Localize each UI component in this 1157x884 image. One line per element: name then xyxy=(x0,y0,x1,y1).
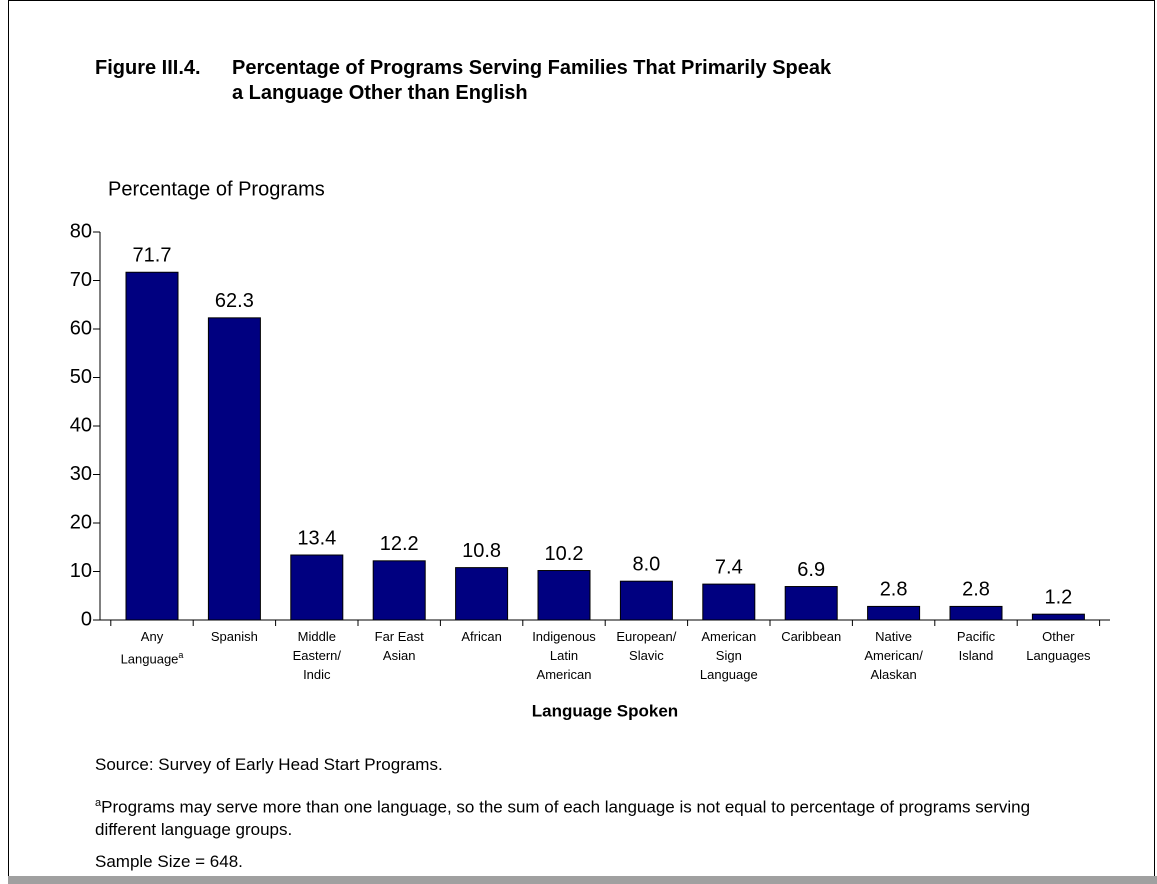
bar xyxy=(290,554,344,621)
x-tick-label-box: Any Languagea xyxy=(107,627,197,668)
bar xyxy=(537,570,591,621)
x-tick-label: Indigenous Latin American xyxy=(532,629,596,682)
x-tick-label: Native American/ Alaskan xyxy=(864,629,923,682)
sample-size-note: Sample Size = 648. xyxy=(95,852,243,871)
y-tick-label: 80 xyxy=(70,220,92,242)
value-label: 7.4 xyxy=(715,556,743,578)
x-tick-label: Spanish xyxy=(210,629,258,644)
x-tick-label-box: Caribbean xyxy=(766,627,856,646)
value-label: 1.2 xyxy=(1044,586,1072,608)
x-tick-label-box: Far East Asian xyxy=(354,627,444,665)
value-label: 2.8 xyxy=(880,579,908,601)
value-label: 2.8 xyxy=(962,579,990,601)
y-axis-label: Percentage of Programs xyxy=(108,178,325,200)
source-note: Source: Survey of Early Head Start Progr… xyxy=(95,755,443,774)
x-tick-label: Far East Asian xyxy=(374,629,424,663)
value-label: 10.8 xyxy=(462,540,501,562)
bar xyxy=(1031,613,1085,621)
bar xyxy=(455,567,509,621)
x-tick-label: American Sign Language xyxy=(699,629,758,682)
x-tick-label-box: Middle Eastern/ Indic xyxy=(272,627,362,684)
x-tick-label: Caribbean xyxy=(781,629,842,644)
category-footnote-marker: a xyxy=(178,650,184,660)
footnote-marker: a xyxy=(95,797,102,809)
y-tick-label: 60 xyxy=(70,317,92,339)
x-tick-label: Middle Eastern/ Indic xyxy=(292,629,341,682)
y-tick-label: 30 xyxy=(70,463,92,485)
bar xyxy=(949,605,1003,621)
value-label: 71.7 xyxy=(133,245,172,267)
bar xyxy=(867,605,921,621)
value-label: 62.3 xyxy=(215,290,254,312)
chart-title: Percentage of Programs Serving Families … xyxy=(232,57,832,104)
x-tick-label: European/ Slavic xyxy=(616,629,677,663)
title-block: Figure III.4. Percentage of Programs Ser… xyxy=(95,56,831,106)
bar xyxy=(619,580,673,621)
y-tick-label: 40 xyxy=(70,414,92,436)
footnote: aPrograms may serve more than one langua… xyxy=(95,792,1095,841)
x-tick-label-box: Spanish xyxy=(189,627,279,646)
x-tick-label-box: Native American/ Alaskan xyxy=(849,627,939,684)
bar xyxy=(207,317,261,621)
y-tick-label: 20 xyxy=(70,511,92,533)
frame xyxy=(8,0,1155,876)
x-tick-label: Other Languages xyxy=(1026,629,1091,663)
x-tick-label-box: European/ Slavic xyxy=(601,627,691,665)
value-label: 12.2 xyxy=(380,533,419,555)
value-label: 13.4 xyxy=(297,527,336,549)
x-tick-label-box: Other Languages xyxy=(1013,627,1103,665)
bar xyxy=(372,560,426,621)
x-tick-label-box: American Sign Language xyxy=(684,627,774,684)
x-tick-label-box: Indigenous Latin American xyxy=(519,627,609,684)
figure-number: Figure III.4. xyxy=(95,57,201,79)
bar xyxy=(784,586,838,621)
x-tick-label-box: Pacific Island xyxy=(931,627,1021,665)
value-label: 8.0 xyxy=(632,553,660,575)
bar xyxy=(125,271,179,621)
x-tick-label: Any Language xyxy=(120,629,179,667)
y-tick-label: 70 xyxy=(70,269,92,291)
x-tick-label: African xyxy=(461,629,502,644)
bar xyxy=(702,583,756,621)
x-tick-label-box: African xyxy=(437,627,527,646)
x-tick-label: Pacific Island xyxy=(956,629,996,663)
value-label: 10.2 xyxy=(545,543,584,565)
x-axis-label: Language Spoken xyxy=(532,701,678,720)
value-label: 6.9 xyxy=(797,559,825,581)
y-tick-label: 0 xyxy=(81,608,92,630)
frame-shadow xyxy=(8,876,1157,884)
y-tick-label: 50 xyxy=(70,366,92,388)
footnote-text: Programs may serve more than one languag… xyxy=(95,797,1031,839)
y-tick-label: 10 xyxy=(70,560,92,582)
